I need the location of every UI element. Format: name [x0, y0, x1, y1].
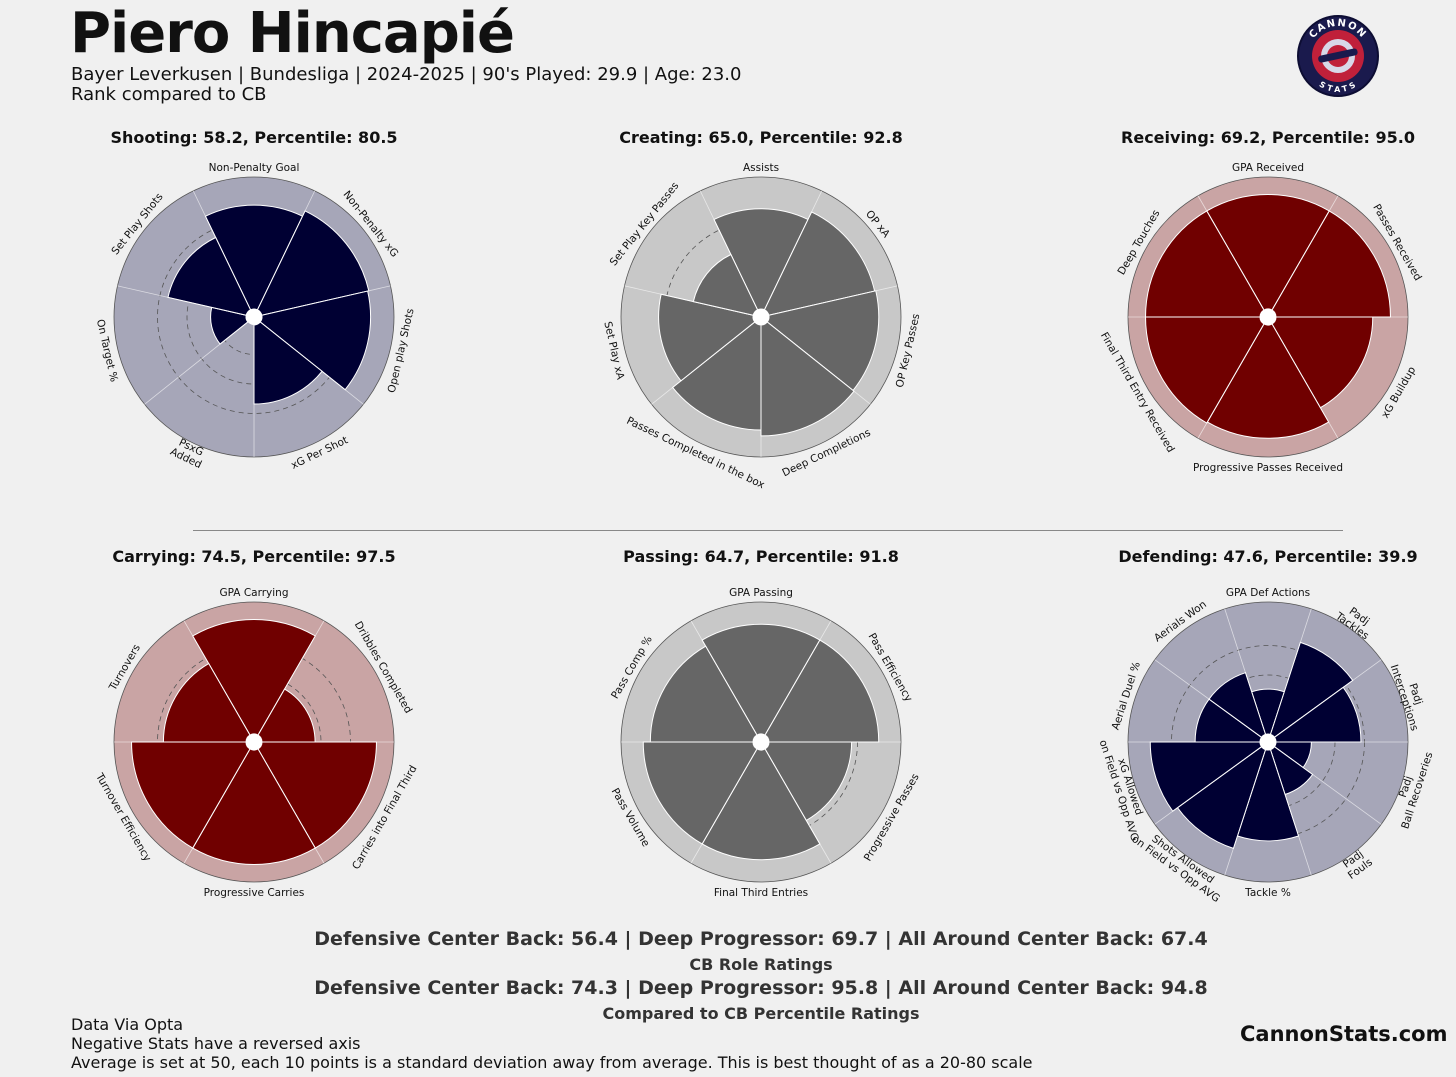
sector-divider	[1267, 608, 1312, 743]
sector-divider	[117, 285, 255, 318]
sector-divider	[760, 316, 871, 405]
sector-divider	[699, 190, 762, 318]
shooting-chart: Shooting: 58.2, Percentile: 80.5 Non-Pena…	[94, 128, 417, 472]
data-source-note: Data Via Opta	[71, 1015, 184, 1034]
sector-divider	[1267, 195, 1339, 318]
sector-divider	[253, 190, 316, 318]
scale-note: Average is set at 50, each 10 points is …	[71, 1053, 1033, 1072]
sector-divider	[1154, 659, 1269, 743]
chart-title: Passing: 64.7, Percentile: 91.8	[623, 547, 899, 566]
sector-divider	[1267, 316, 1339, 439]
defending-chart: Defending: 47.6, Percentile: 39.9 GPA Def…	[1097, 547, 1436, 905]
cannon-stats-logo: CANNON STATS	[1297, 15, 1379, 97]
chart-title: Defending: 47.6, Percentile: 39.9	[1118, 547, 1417, 566]
sector-divider	[253, 741, 325, 864]
chart-title: Carrying: 74.5, Percentile: 97.5	[112, 547, 395, 566]
chart-hub	[246, 734, 262, 750]
sector-divider	[760, 190, 823, 318]
percentile-ratings-label: Compared to CB Percentile Ratings	[602, 1004, 920, 1023]
sector-divider	[192, 190, 255, 318]
axis-label-non-penalty-goal: Non-Penalty Goal	[209, 162, 300, 174]
sector-divider	[1197, 316, 1269, 439]
sector-divider	[624, 285, 762, 318]
sector-divider	[760, 620, 832, 743]
axis-label-gpa-def-actions: GPA Def Actions	[1226, 587, 1310, 599]
sector-divider	[1267, 659, 1382, 743]
sector-divider	[1154, 741, 1269, 825]
sector-divider	[253, 285, 391, 318]
sector-divider	[1224, 608, 1269, 743]
sector-divider	[1267, 741, 1312, 876]
axis-label-final-third-entries: Final Third Entries	[714, 887, 808, 899]
carrying-chart: Carrying: 74.5, Percentile: 97.5 GPA Carr…	[93, 547, 420, 899]
axis-label-progressive-carries: Progressive Carries	[204, 887, 305, 899]
sector-divider	[253, 316, 364, 405]
receiving-chart: Receiving: 69.2, Percentile: 95.0 GPA Rec…	[1098, 128, 1424, 474]
rank-comparison-line: Rank compared to CB	[71, 84, 267, 105]
chart-title: Creating: 65.0, Percentile: 92.8	[619, 128, 902, 147]
axis-label-tackle: Tackle %	[1244, 887, 1291, 899]
axis-label-gpa-received: GPA Received	[1232, 162, 1304, 174]
role-ratings-line: Defensive Center Back: 56.4 | Deep Progr…	[314, 928, 1208, 950]
role-ratings-label: CB Role Ratings	[689, 955, 833, 974]
chart-hub	[1260, 734, 1276, 750]
chart-hub	[246, 309, 262, 325]
chart-hub	[753, 309, 769, 325]
sector-divider	[253, 620, 325, 743]
percentile-ratings-line: Defensive Center Back: 74.3 | Deep Progr…	[314, 977, 1208, 999]
player-info-line: Bayer Leverkusen | Bundesliga | 2024-202…	[71, 64, 742, 85]
axis-label-progressive-passes-received: Progressive Passes Received	[1193, 462, 1343, 474]
chart-hub	[1260, 309, 1276, 325]
axis-label-assists: Assists	[743, 162, 779, 174]
sector-divider	[183, 741, 255, 864]
negative-stats-note: Negative Stats have a reversed axis	[71, 1034, 361, 1053]
site-credit: CannonStats.com	[1240, 1022, 1448, 1046]
creating-chart: Creating: 65.0, Percentile: 92.8AssistsO…	[601, 128, 922, 491]
player-name: Piero Hincapié	[70, 1, 515, 66]
sector-divider	[1197, 195, 1269, 318]
sector-divider	[1267, 741, 1382, 825]
sector-divider	[1224, 741, 1269, 876]
passing-chart: Passing: 64.7, Percentile: 91.8 GPA Passi…	[609, 547, 922, 899]
sector-divider	[760, 285, 898, 318]
section-divider	[193, 530, 1343, 531]
chart-title: Receiving: 69.2, Percentile: 95.0	[1121, 128, 1415, 147]
chart-hub	[753, 734, 769, 750]
sector-divider	[144, 316, 255, 405]
sector-divider	[690, 741, 762, 864]
sector-divider	[651, 316, 762, 405]
chart-title: Shooting: 58.2, Percentile: 80.5	[110, 128, 397, 147]
sector-divider	[760, 741, 832, 864]
axis-label-gpa-passing: GPA Passing	[729, 587, 793, 599]
sector-divider	[690, 620, 762, 743]
sector-divider	[183, 620, 255, 743]
axis-label-gpa-carrying: GPA Carrying	[220, 587, 289, 599]
